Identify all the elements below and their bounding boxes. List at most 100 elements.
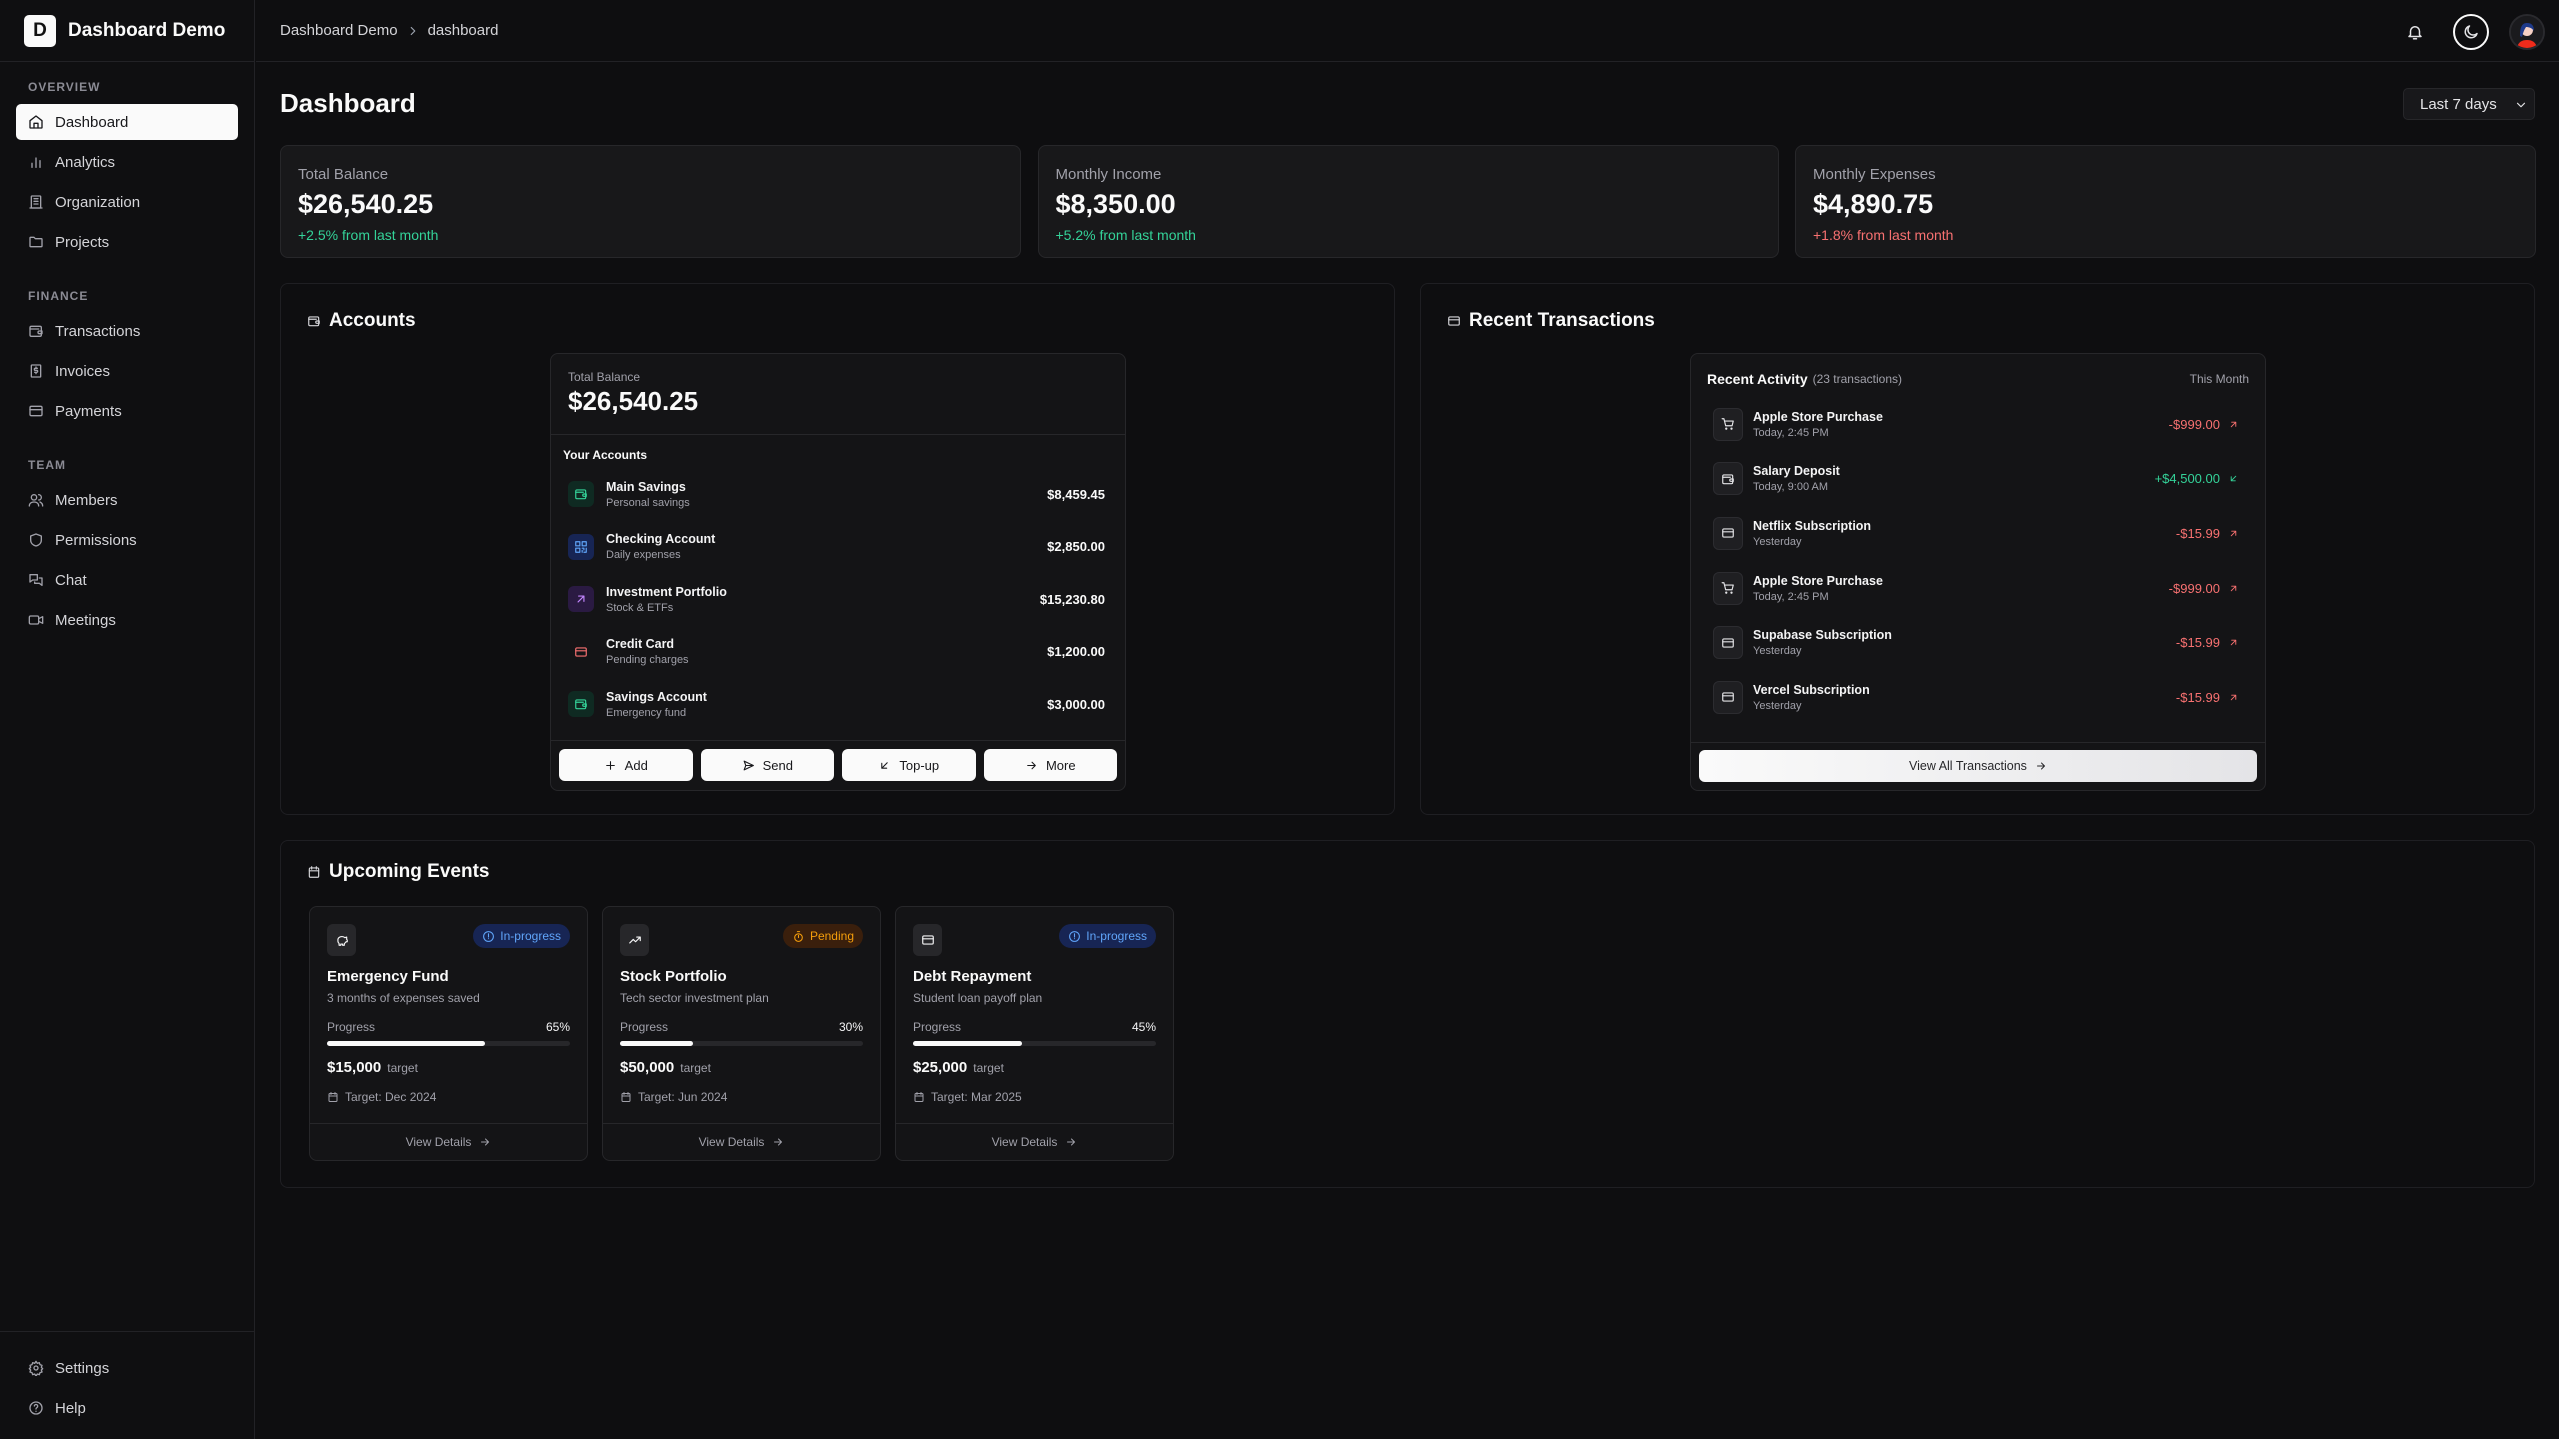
wallet-icon [568, 691, 594, 718]
transactions-list: Apple Store Purchase Today, 2:45 PM -$999.… [1691, 397, 2265, 725]
view-all-label: View All Transactions [1909, 759, 2027, 773]
transaction-row[interactable]: Salary Deposit Today, 9:00 AM +$4,500.00 [1691, 452, 2265, 507]
arrow-up-right-icon [568, 586, 594, 613]
account-row[interactable]: Main Savings Personal savings $8,459.45 [551, 468, 1125, 521]
button-label: Top-up [899, 757, 940, 773]
transaction-row[interactable]: Apple Store Purchase Today, 2:45 PM -$999.… [1691, 397, 2265, 452]
wallet-icon [568, 481, 594, 508]
event-title: Debt Repayment [913, 968, 1032, 985]
sidebar-item-permissions[interactable]: Permissions [16, 522, 238, 558]
sidebar-item-invoices[interactable]: Invoices [16, 353, 238, 389]
account-name: Checking Account [606, 532, 716, 547]
status-badge: Pending [782, 924, 863, 948]
stat-change: +1.8% from last month [1813, 227, 1954, 243]
arrow-down-left-icon [2228, 473, 2239, 484]
credit-card-icon [1713, 516, 1743, 550]
stat-amount: $8,350.00 [1055, 189, 1176, 219]
calendar-icon [913, 1091, 925, 1103]
account-row[interactable]: Credit Card Pending charges $1,200.00 [551, 626, 1125, 679]
sidebar-nav: OVERVIEW Dashboard Analytics Organization Pr… [0, 62, 254, 638]
sidebar-item-label: Transactions [55, 322, 141, 340]
sidebar-item-label: Members [55, 491, 118, 509]
account-name: Credit Card [606, 637, 675, 652]
transaction-time: Yesterday [1753, 645, 1802, 658]
send-button[interactable]: Send [700, 749, 834, 781]
transaction-row[interactable]: Supabase Subscription Yesterday -$15.99 [1691, 615, 2265, 670]
target-amount: $15,000 [327, 1059, 382, 1076]
transaction-row[interactable]: Vercel Subscription Yesterday -$15.99 [1691, 670, 2265, 725]
account-description: Daily expenses [606, 549, 681, 562]
view-details-button[interactable]: View Details [603, 1123, 880, 1160]
stat-label: Monthly Expenses [1813, 166, 1936, 183]
account-amount: $3,000.00 [1047, 696, 1105, 712]
moon-icon [2462, 23, 2480, 41]
arrow-up-right-icon [2228, 419, 2239, 430]
transaction-name: Salary Deposit [1753, 464, 1840, 479]
date-range-select[interactable]: Last 7 days [2403, 88, 2535, 120]
stat-card: Monthly Expenses $4,890.75 +1.8% from last… [1795, 145, 2536, 258]
button-label: Send [762, 757, 793, 773]
theme-toggle-button[interactable] [2453, 14, 2489, 50]
account-row[interactable]: Investment Portfolio Stock & ETFs $15,230.… [551, 573, 1125, 626]
transaction-amount: -$15.99 [2175, 525, 2220, 541]
alert-circle-icon [482, 930, 495, 943]
sidebar-item-analytics[interactable]: Analytics [16, 144, 238, 180]
sidebar-item-label: Analytics [55, 153, 116, 171]
transaction-amount: -$15.99 [2175, 635, 2220, 651]
event-description: 3 months of expenses saved [327, 991, 480, 1005]
account-description: Emergency fund [606, 706, 687, 719]
sidebar-item-members[interactable]: Members [16, 482, 238, 518]
arrow-up-right-icon [2228, 528, 2239, 539]
building-icon [28, 194, 44, 210]
sidebar-item-dashboard[interactable]: Dashboard [16, 104, 238, 140]
notifications-button[interactable] [2397, 14, 2433, 50]
recent-activity-card: Recent Activity (23 transactions) This M… [1690, 353, 2266, 791]
top-bar: Dashboard Demo dashboard [256, 0, 2559, 62]
account-amount: $1,200.00 [1047, 644, 1105, 660]
sidebar-item-payments[interactable]: Payments [16, 393, 238, 429]
sidebar-item-projects[interactable]: Projects [16, 224, 238, 260]
add-button[interactable]: Add [559, 749, 693, 781]
event-title: Stock Portfolio [620, 968, 727, 985]
transaction-row[interactable]: Netflix Subscription Yesterday -$15.99 [1691, 506, 2265, 561]
sidebar-item-label: Invoices [55, 362, 111, 380]
view-all-transactions-button[interactable]: View All Transactions [1699, 750, 2257, 782]
sidebar-item-settings[interactable]: Settings [16, 1350, 238, 1386]
transaction-time: Today, 9:00 AM [1753, 481, 1829, 494]
breadcrumb-root[interactable]: Dashboard Demo [280, 22, 398, 39]
account-amount: $8,459.45 [1047, 486, 1105, 502]
sidebar-item-transactions[interactable]: Transactions [16, 313, 238, 349]
view-details-button[interactable]: View Details [896, 1123, 1173, 1160]
alert-circle-icon [1068, 930, 1081, 943]
total-balance-amount: $26,540.25 [568, 386, 699, 416]
your-accounts-label: Your Accounts [563, 448, 648, 462]
sidebar-item-help[interactable]: Help [16, 1390, 238, 1426]
arrow-up-right-icon [2228, 692, 2239, 703]
breadcrumb-current: dashboard [427, 22, 499, 39]
account-description: Pending charges [606, 654, 689, 667]
account-row[interactable]: Checking Account Daily expenses $2,850.00 [551, 521, 1125, 574]
avatar[interactable] [2509, 14, 2545, 50]
sidebar-footer: Settings Help [0, 1331, 254, 1439]
sidebar-item-chat[interactable]: Chat [16, 562, 238, 598]
account-row[interactable]: Savings Account Emergency fund $3,000.00 [551, 678, 1125, 731]
progress-fill [620, 1041, 693, 1046]
event-card: Pending Stock Portfolio Tech sector inve… [602, 906, 881, 1161]
transaction-name: Vercel Subscription [1753, 682, 1870, 697]
plus-icon [604, 759, 617, 772]
arrow-right-icon [772, 1136, 784, 1148]
brand[interactable]: D Dashboard Demo [0, 0, 254, 62]
top-up-button[interactable]: Top-up [842, 749, 976, 781]
view-details-button[interactable]: View Details [310, 1123, 587, 1160]
sidebar-item-meetings[interactable]: Meetings [16, 602, 238, 638]
section-label: FINANCE [28, 289, 89, 303]
progress-bar [620, 1041, 863, 1046]
accounts-list: Main Savings Personal savings $8,459.45 Che… [551, 468, 1125, 731]
sidebar: D Dashboard Demo OVERVIEW Dashboard Analyt… [0, 0, 255, 1439]
more-button[interactable]: More [983, 749, 1117, 781]
status-text: Pending [809, 929, 854, 943]
transaction-row[interactable]: Apple Store Purchase Today, 2:45 PM -$999.… [1691, 561, 2265, 616]
sidebar-item-organization[interactable]: Organization [16, 184, 238, 220]
arrow-down-left-icon [878, 759, 891, 772]
transaction-count: (23 transactions) [1812, 372, 1902, 386]
